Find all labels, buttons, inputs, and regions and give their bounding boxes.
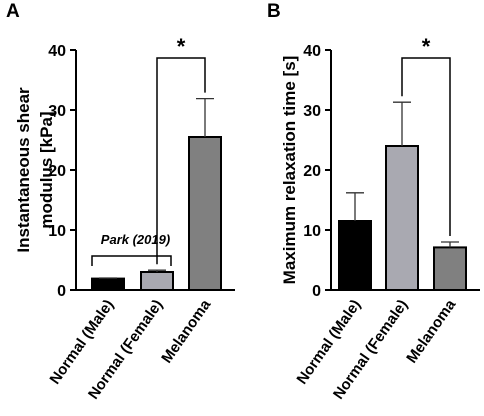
- bar: [188, 136, 222, 291]
- y-axis-title: modulus [kPa]: [37, 111, 56, 228]
- significance-star: *: [177, 34, 186, 59]
- annotation-label: Park (2019): [101, 232, 170, 247]
- significance-bracket: [156, 57, 206, 265]
- y-tick-label: 20: [48, 163, 66, 180]
- y-tick-label: 20: [303, 163, 321, 180]
- panel-a: A Instantaneous shear modulus [kPa] 0 10 20 30…: [6, 1, 235, 403]
- category-label: Melanoma: [158, 296, 214, 366]
- panel-label: A: [6, 1, 20, 22]
- bar: [91, 277, 125, 292]
- y-tick-label: 10: [303, 223, 321, 240]
- bar: [140, 271, 174, 291]
- bar: [385, 145, 419, 291]
- y-tick-label: 30: [303, 103, 321, 120]
- y-tick-label: 10: [48, 223, 66, 240]
- significance-star: *: [422, 34, 431, 59]
- annotation-bracket: [91, 255, 172, 266]
- bar: [338, 220, 372, 291]
- y-axis-title: Maximum relaxation time [s]: [280, 56, 299, 285]
- category-label: Melanoma: [403, 296, 459, 366]
- y-axis-title: Instantaneous shear: [14, 87, 33, 253]
- y-tick-label: 40: [303, 43, 321, 60]
- y-tick-label: 40: [48, 43, 66, 60]
- y-tick-label: 0: [57, 283, 66, 300]
- significance-bracket: [401, 57, 451, 236]
- panel-label: B: [267, 1, 281, 22]
- y-tick-label: 0: [312, 283, 321, 300]
- bar: [433, 246, 467, 291]
- y-tick-label: 30: [48, 103, 66, 120]
